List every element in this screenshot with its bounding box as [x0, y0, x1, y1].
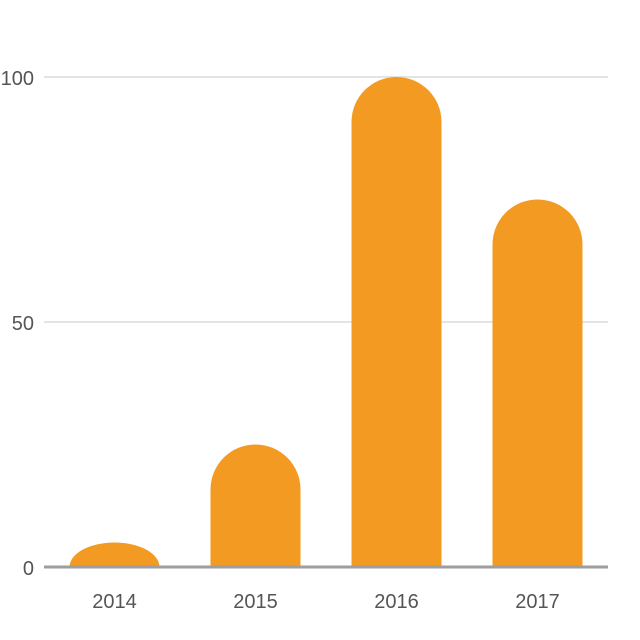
bar-2015 — [210, 444, 301, 567]
y-tick-label: 100 — [1, 68, 34, 90]
x-axis-ticks: 2014 2015 2016 2017 — [92, 591, 560, 613]
y-axis-ticks: 0 50 100 — [1, 68, 34, 580]
x-tick-label-2014: 2014 — [92, 591, 137, 613]
bar-2017 — [492, 199, 583, 567]
bar-layer — [69, 77, 583, 567]
x-tick-label-2016: 2016 — [374, 591, 419, 613]
y-tick-label: 50 — [12, 313, 34, 335]
bar-2016 — [351, 77, 442, 567]
x-tick-label-2015: 2015 — [233, 591, 278, 613]
x-tick-label-2017: 2017 — [515, 591, 560, 613]
bar-2014 — [69, 542, 160, 567]
y-tick-label: 0 — [23, 558, 34, 580]
